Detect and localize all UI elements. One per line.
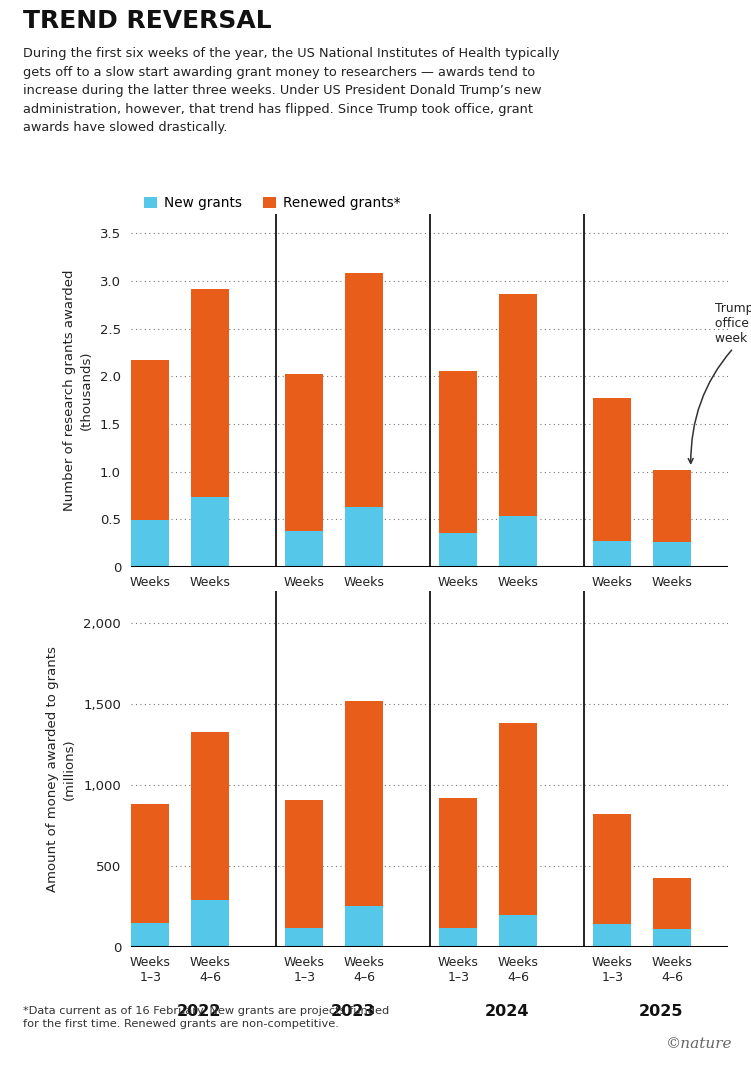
Legend: New grants, Renewed grants*: New grants, Renewed grants* (138, 190, 406, 216)
Bar (345, 701, 383, 905)
Bar (593, 814, 631, 924)
Bar (439, 370, 477, 533)
Bar (653, 470, 691, 542)
Bar (345, 273, 383, 507)
Text: 2023: 2023 (330, 624, 376, 639)
Bar (653, 929, 691, 947)
Bar (499, 294, 537, 516)
Bar (499, 723, 537, 915)
Text: 2024: 2024 (484, 624, 529, 639)
Text: During the first six weeks of the year, the US National Institutes of Health typ: During the first six weeks of the year, … (23, 47, 559, 134)
Bar (439, 533, 477, 567)
Text: 2025: 2025 (638, 1004, 683, 1019)
Bar (499, 915, 537, 947)
Text: *Data current as of 16 February. New grants are projects funded
for the first ti: *Data current as of 16 February. New gra… (23, 1006, 389, 1029)
Bar (593, 924, 631, 947)
Y-axis label: Number of research grants awarded
(thousands): Number of research grants awarded (thous… (63, 270, 93, 511)
Bar (439, 928, 477, 947)
Bar (131, 922, 169, 947)
Bar (191, 732, 229, 900)
Text: 2024: 2024 (484, 1004, 529, 1019)
Bar (439, 798, 477, 928)
Bar (285, 374, 323, 531)
Bar (653, 542, 691, 567)
Bar (345, 905, 383, 947)
Bar (285, 531, 323, 567)
Text: ©nature: ©nature (665, 1037, 732, 1051)
Text: Trump takes
office in fourth
week of 2025: Trump takes office in fourth week of 202… (688, 302, 751, 463)
Text: 2023: 2023 (330, 1004, 376, 1019)
Bar (131, 805, 169, 922)
Text: TREND REVERSAL: TREND REVERSAL (23, 9, 271, 32)
Text: 2025: 2025 (638, 624, 683, 639)
Bar (285, 799, 323, 928)
Bar (285, 928, 323, 947)
Bar (593, 398, 631, 541)
Bar (131, 520, 169, 567)
Text: 2022: 2022 (176, 624, 222, 639)
Bar (653, 878, 691, 929)
Bar (499, 516, 537, 567)
Text: 2022: 2022 (176, 1004, 222, 1019)
Bar (191, 498, 229, 567)
Bar (593, 541, 631, 567)
Bar (191, 900, 229, 947)
Bar (345, 507, 383, 567)
Y-axis label: Amount of money awarded to grants
(millions): Amount of money awarded to grants (milli… (47, 646, 76, 891)
Bar (131, 360, 169, 520)
Bar (191, 289, 229, 498)
